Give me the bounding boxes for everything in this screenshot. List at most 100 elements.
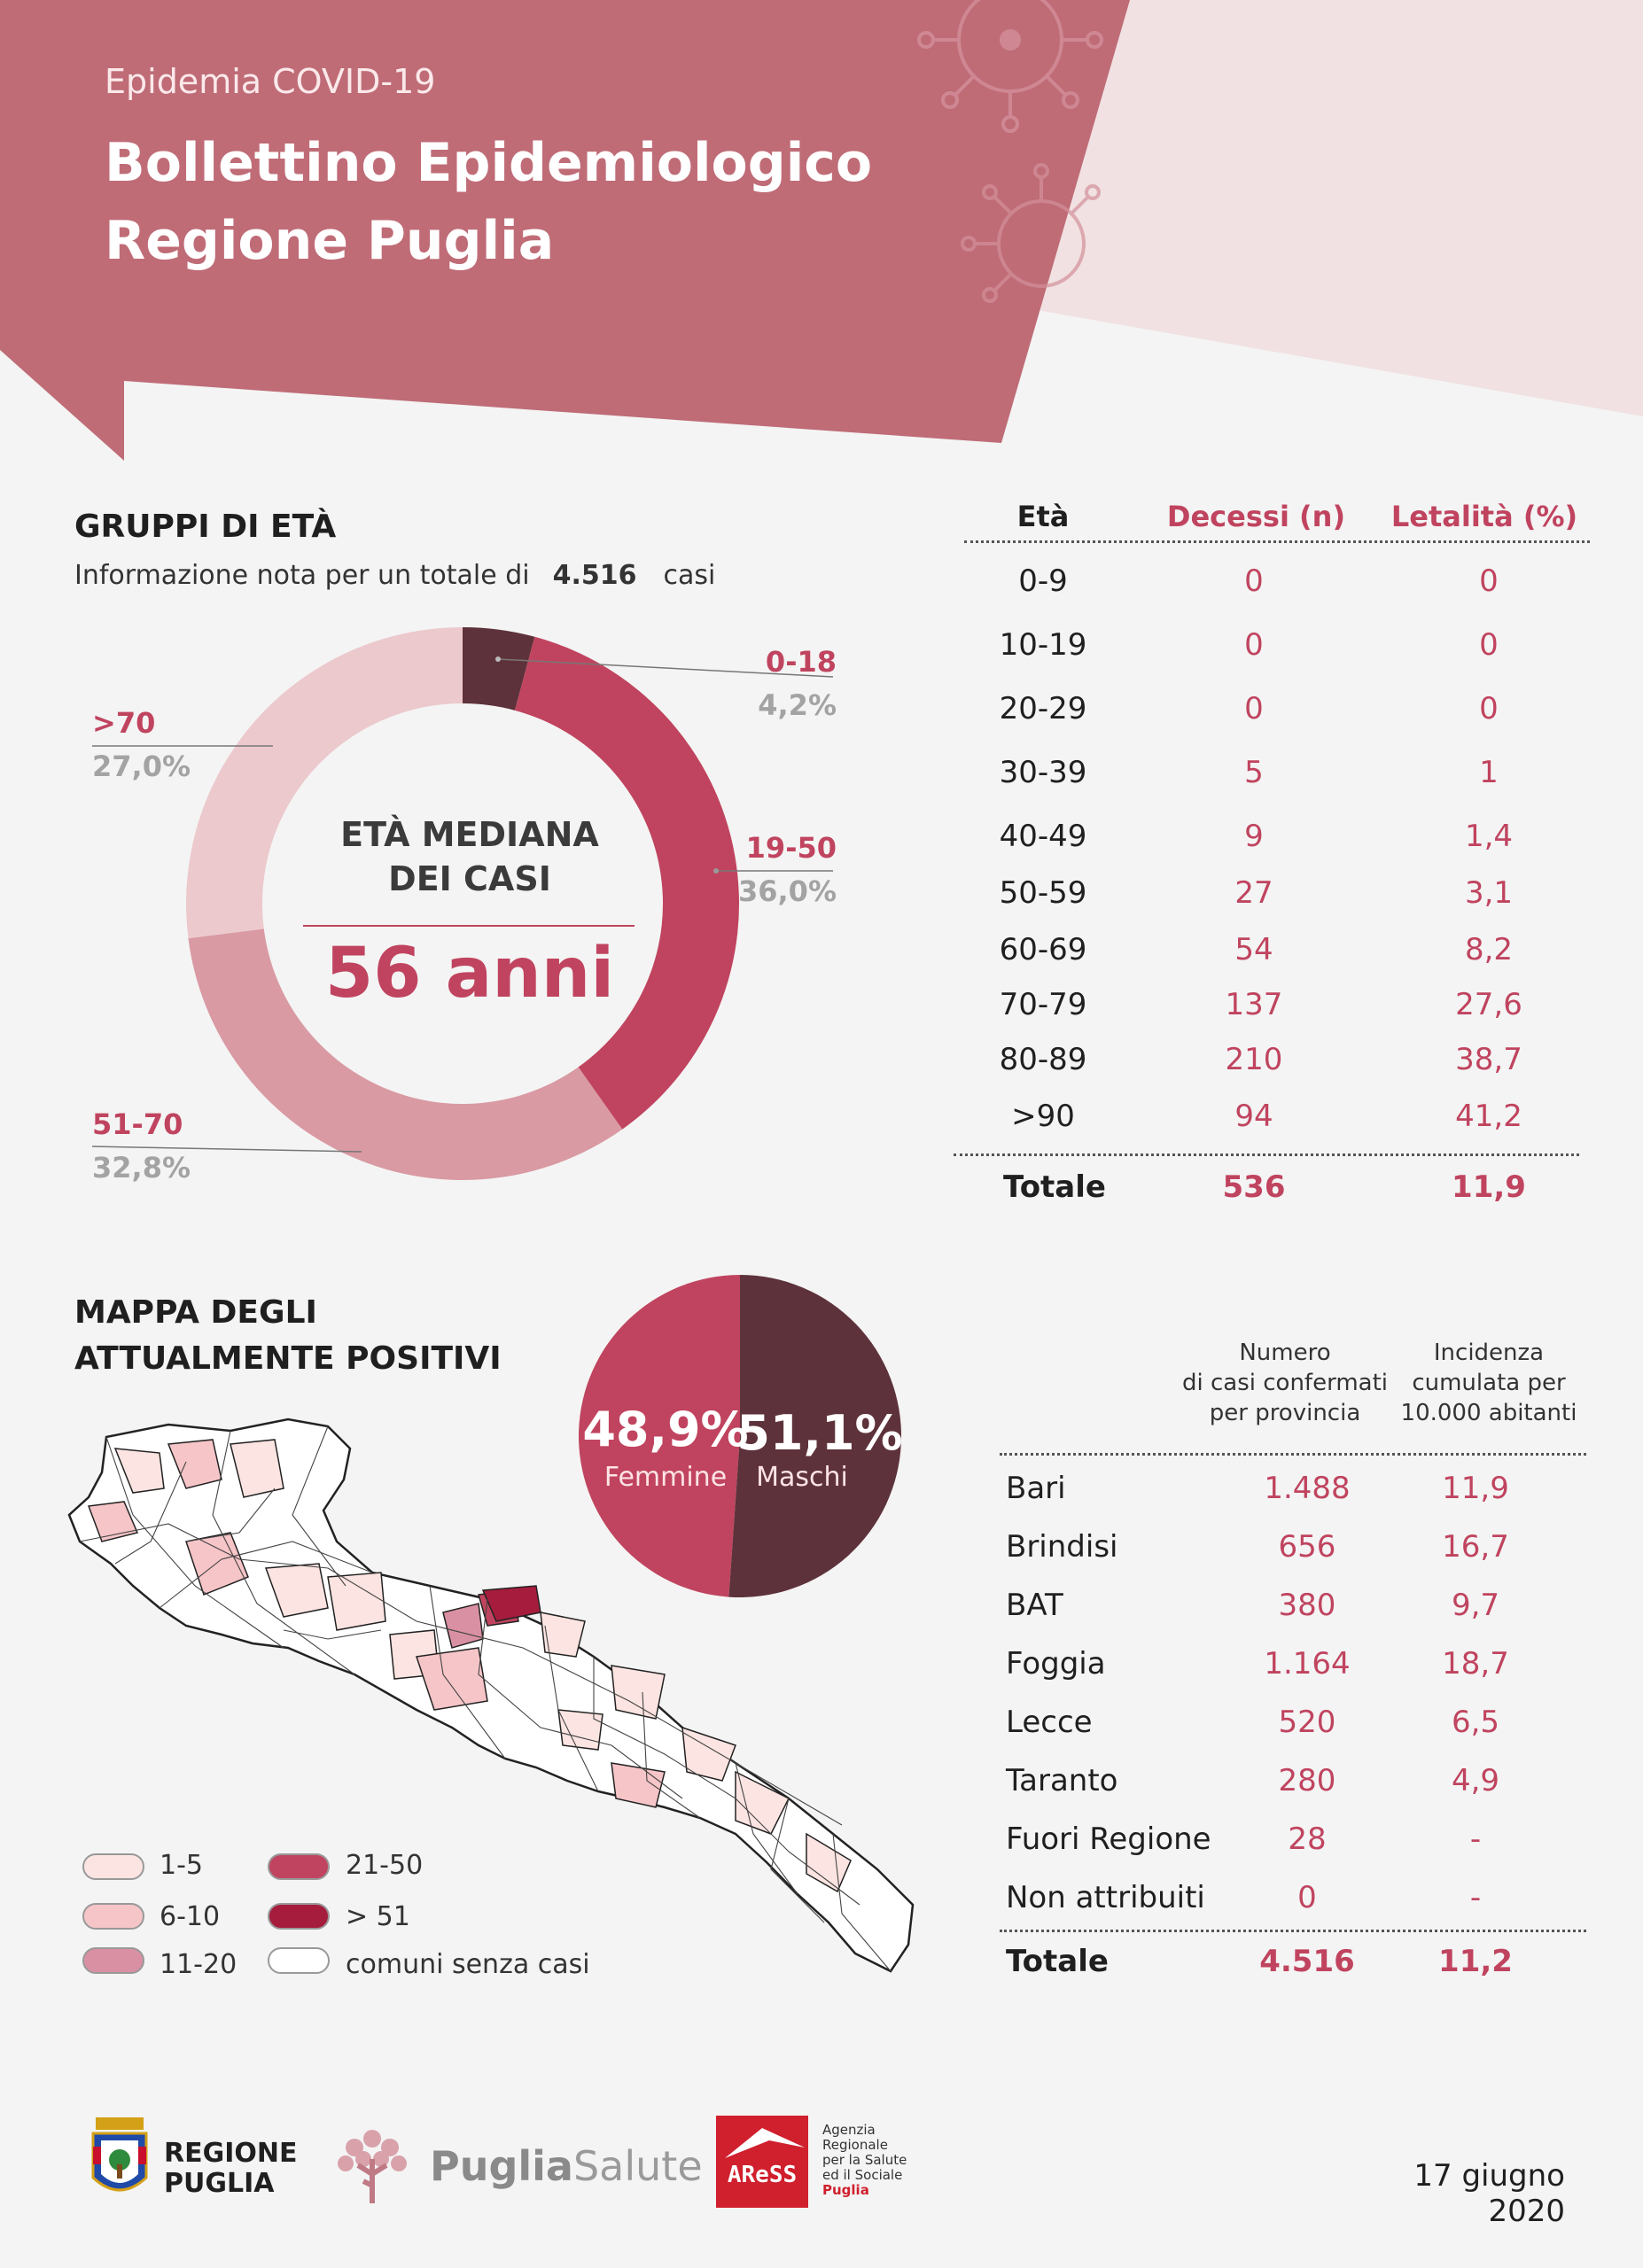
info-total: 4.516 (552, 560, 637, 591)
col-header-deaths: Decessi (n) (1166, 500, 1346, 533)
slice-label-0-18: 0-18 (765, 645, 837, 679)
header-incidence-line3: 10.000 abitanti (1400, 1400, 1577, 1426)
mortality-row-age-band: 40-49 (999, 819, 1087, 854)
header-incidence-line1: Incidenza (1433, 1340, 1545, 1366)
mortality-row-deaths-value: 210 (1225, 1042, 1283, 1077)
regione-line2: PUGLIA (164, 2168, 275, 2199)
slice-label-over-70: >70 (92, 706, 156, 740)
header-cases-line3: per provincia (1209, 1400, 1361, 1426)
mortality-row-lethality-value: 0 (1479, 563, 1499, 599)
median-label: ETÀ MEDIANA DEI CASI (292, 815, 647, 898)
mortality-row-lethality-value: 41,2 (1455, 1099, 1522, 1134)
col-header-lethality: Letalità (%) (1390, 500, 1578, 533)
province-cases: 280 (1278, 1763, 1336, 1798)
province-cases: 1.488 (1264, 1471, 1351, 1506)
mortality-total-lethality: 11,9 (1452, 1169, 1526, 1205)
mortality-row-age-band: 20-29 (999, 691, 1087, 726)
median-value: 56 anni (324, 934, 615, 1014)
header-title-line1: Bollettino Epidemiologico (105, 132, 873, 194)
province-name: Taranto (1006, 1763, 1118, 1798)
mortality-row-age-band: 0-9 (1018, 563, 1068, 599)
legend-label-6-10: 6-10 (160, 1901, 221, 1932)
header-cases-line2: di casi confermati (1182, 1370, 1388, 1396)
mortality-row-lethality-value: 3,1 (1464, 875, 1514, 911)
mortality-row-deaths-value: 9 (1244, 819, 1264, 854)
province-cases: 28 (1288, 1821, 1327, 1857)
legend-swatch-21-50 (268, 1853, 330, 1880)
pugliasalute-wordmark: PugliaSalute (430, 2142, 703, 2190)
slice-19-50 (514, 636, 740, 1130)
virus-icon (917, 0, 1103, 133)
province-name: Bari (1006, 1471, 1066, 1506)
aress-desc-line3: per la Salute (822, 2152, 907, 2168)
mortality-row-lethality-value: 27,6 (1455, 987, 1522, 1022)
male-slice (728, 1275, 901, 1597)
mortality-row-deaths-value: 94 (1234, 1099, 1273, 1134)
province-cases: 520 (1278, 1705, 1336, 1740)
province-name: Non attribuiti (1006, 1880, 1205, 1915)
age-donut-chart (91, 627, 834, 1180)
mortality-row-age-band: 10-19 (999, 627, 1087, 663)
province-total-cases: 4.516 (1259, 1944, 1355, 1979)
province-name: BAT (1006, 1588, 1063, 1623)
regione-puglia-text: REGIONE PUGLIA (164, 2139, 297, 2199)
col-header-age: Età (1016, 500, 1070, 533)
province-incidence: 4,9 (1451, 1763, 1500, 1798)
gender-pie-chart (578, 1275, 901, 1597)
map-title-line1: MAPPA DEGLI (74, 1294, 317, 1331)
mortality-total-deaths: 536 (1222, 1169, 1286, 1205)
mortality-row-lethality-value: 8,2 (1464, 932, 1514, 967)
aress-logo-text: AReSS (727, 2162, 798, 2188)
aress-desc-line5: Puglia (822, 2182, 869, 2198)
aress-logo-mark (716, 2116, 808, 2208)
slice-label-19-50: 19-50 (745, 831, 837, 865)
province-name: Lecce (1006, 1705, 1093, 1740)
province-incidence: 9,7 (1451, 1588, 1500, 1623)
province-incidence: 11,9 (1442, 1471, 1509, 1506)
mortality-row-deaths-value: 54 (1234, 932, 1273, 967)
slice-over-70 (186, 627, 463, 939)
median-line2: DEI CASI (388, 859, 551, 898)
legend-label-no-cases: comuni senza casi (346, 1949, 590, 1980)
slice-value-over-70: 27,0% (92, 750, 191, 783)
age-groups-title: GRUPPI DI ETÀ (74, 509, 337, 545)
col-header-cases: Numero di casi confermati per provincia (1179, 1338, 1391, 1428)
legend-label-over-51: > 51 (346, 1901, 410, 1932)
age-groups-info: Informazione nota per un totale di 4.516 c… (74, 560, 715, 591)
pugliasalute-puglia: Puglia (430, 2142, 573, 2190)
aress-description: Agenzia Regionale per la Salute ed il So… (822, 2123, 907, 2198)
header-incidence-line2: cumulata per (1412, 1370, 1566, 1396)
mortality-row-deaths-value: 0 (1244, 627, 1264, 663)
province-name: Brindisi (1006, 1529, 1118, 1565)
province-incidence: 6,5 (1451, 1705, 1500, 1740)
legend-swatch-no-cases (268, 1947, 330, 1974)
legend-swatch-1-5 (82, 1853, 144, 1880)
female-slice (578, 1275, 740, 1597)
province-name: Fuori Regione (1006, 1821, 1211, 1857)
province-incidence: - (1469, 1880, 1482, 1915)
mortality-total-label: Totale (1003, 1169, 1106, 1205)
slice-0-18 (463, 627, 535, 711)
mortality-row-deaths-value: 27 (1234, 875, 1273, 911)
header-background (0, 0, 1643, 461)
col-header-incidence: Incidenza cumulata per 10.000 abitanti (1391, 1338, 1586, 1428)
legend-swatch-over-51 (268, 1903, 330, 1930)
province-cases: 656 (1278, 1529, 1336, 1565)
mortality-row-age-band: 50-59 (999, 875, 1087, 911)
province-cases: 380 (1278, 1588, 1336, 1623)
mortality-row-age-band: 70-79 (999, 987, 1087, 1022)
median-line1: ETÀ MEDIANA (340, 815, 599, 854)
mortality-row-age-band: 80-89 (999, 1042, 1087, 1077)
table-divider (964, 540, 1590, 543)
puglia-map (67, 1418, 915, 1973)
virus-icon (961, 163, 1101, 303)
table-divider (1000, 1453, 1586, 1456)
mortality-row-deaths-value: 5 (1244, 755, 1264, 790)
map-title: MAPPA DEGLI ATTUALMENTE POSITIVI (74, 1290, 502, 1382)
province-incidence: 16,7 (1442, 1529, 1509, 1565)
aress-desc-line4: ed il Sociale (822, 2167, 903, 2183)
province-total-incidence: 11,2 (1438, 1944, 1513, 1979)
mortality-row-age-band: 30-39 (999, 755, 1087, 790)
header-title-line2: Regione Puglia (105, 210, 555, 272)
info-suffix: casi (663, 560, 716, 591)
